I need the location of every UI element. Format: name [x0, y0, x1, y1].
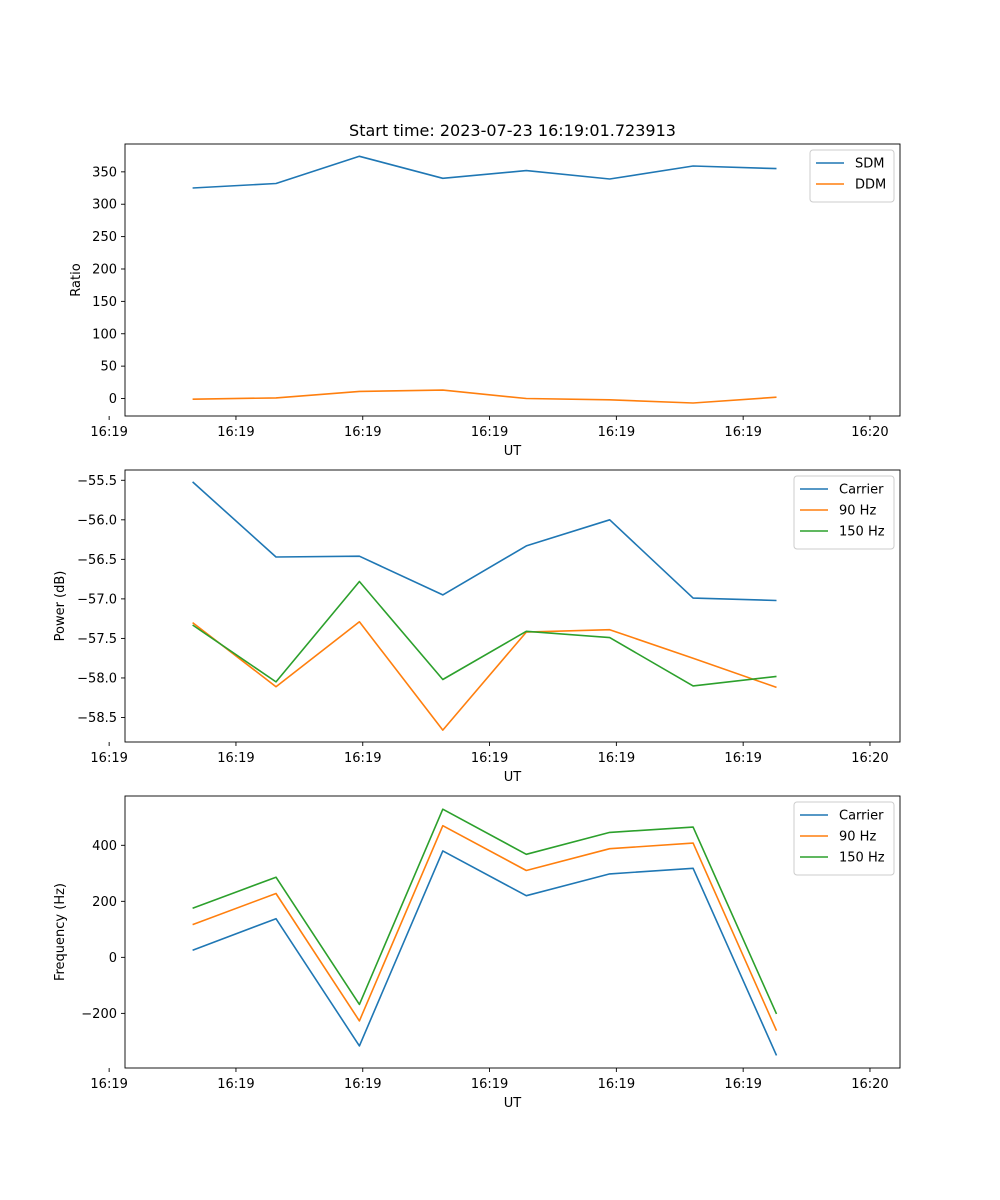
ratio-x-tick-label: 16:19 [90, 425, 127, 440]
power-y-axis-label: Power (dB) [53, 571, 68, 642]
ratio-series-ddm-line [192, 389, 777, 404]
panels: 16:19 16:19 16:19 16:19 16:19 16:19 16:20 0 50 10… [53, 143, 901, 1111]
frequency-legend-label: 150 Hz [839, 851, 885, 866]
frequency-x-tick-label: 16:19 [90, 1077, 127, 1092]
power-x-tick-label: 16:20 [851, 751, 888, 766]
frequency-series-150-hz-line [192, 808, 778, 1015]
ratio-x-tick-label: 16:19 [471, 425, 508, 440]
frequency-axes-frame [124, 795, 901, 1069]
ratio-legend-label: DDM [855, 178, 886, 193]
frequency-y-tick-label: 0 [109, 951, 117, 966]
frequency-legend: Carrier 90 Hz 150 Hz [793, 801, 895, 876]
ratio-axes-frame [124, 143, 901, 417]
power-x-tick-label: 16:19 [90, 751, 127, 766]
ratio-x-tick-label: 16:19 [724, 425, 761, 440]
frequency-y-tick-label: 200 [92, 895, 117, 910]
ratio-series-sdm-line [192, 155, 777, 189]
power-legend-label: Carrier [839, 483, 884, 498]
power-legend-label: 150 Hz [839, 525, 885, 540]
power-y-tick-label: −56.0 [77, 513, 117, 528]
ratio-legend-label: SDM [855, 157, 884, 172]
ratio-x-tick-label: 16:19 [598, 425, 635, 440]
ratio-x-tick-label: 16:20 [851, 425, 888, 440]
ratio-x-tick-label: 16:19 [217, 425, 254, 440]
ratio-legend: SDM DDM [809, 149, 895, 203]
power-axes-frame [124, 469, 901, 743]
ratio-y-tick-label: 50 [100, 360, 117, 375]
frequency-y-tick-label: 400 [92, 839, 117, 854]
ratio-y-tick-label: 150 [92, 295, 117, 310]
power-x-tick-label: 16:19 [217, 751, 254, 766]
frequency-series-carrier-line [192, 850, 778, 1056]
frequency-y-tick-label: −200 [81, 1007, 117, 1022]
ratio-y-axis-label: Ratio [69, 263, 84, 296]
ratio-y-tick-label: 350 [92, 165, 117, 180]
power-y-tick-label: −58.5 [77, 711, 117, 726]
ratio-panel: 16:19 16:19 16:19 16:19 16:19 16:19 16:20 0 50 10… [69, 143, 901, 459]
ratio-y-tick-label: 200 [92, 262, 117, 277]
power-y-tick-label: −58.0 [77, 671, 117, 686]
power-y-tick-label: −55.5 [77, 474, 117, 489]
power-legend: Carrier 90 Hz 150 Hz [793, 475, 895, 550]
power-panel: 16:19 16:19 16:19 16:19 16:19 16:19 16:20 −55.5… [53, 469, 901, 785]
ratio-x-axis-label: UT [504, 444, 522, 459]
power-x-axis-label: UT [504, 770, 522, 785]
frequency-legend-label: Carrier [839, 809, 884, 824]
frequency-panel: 16:19 16:19 16:19 16:19 16:19 16:19 16:20 −200 0… [53, 795, 901, 1111]
power-legend-label: 90 Hz [839, 504, 876, 519]
ratio-y-tick-label: 300 [92, 198, 117, 213]
ratio-y-tick-label: 100 [92, 327, 117, 342]
ratio-y-tick-label: 0 [109, 392, 117, 407]
frequency-y-axis-label: Frequency (Hz) [53, 883, 68, 981]
ratio-x-tick-label: 16:19 [344, 425, 381, 440]
power-y-tick-label: −56.5 [77, 553, 117, 568]
frequency-x-axis-label: UT [504, 1096, 522, 1111]
power-x-tick-label: 16:19 [344, 751, 381, 766]
frequency-legend-label: 90 Hz [839, 830, 876, 845]
frequency-x-tick-label: 16:19 [217, 1077, 254, 1092]
frequency-x-tick-label: 16:19 [344, 1077, 381, 1092]
power-x-tick-label: 16:19 [471, 751, 508, 766]
frequency-x-tick-label: 16:19 [598, 1077, 635, 1092]
power-y-tick-label: −57.5 [77, 632, 117, 647]
ratio-y-tick-label: 250 [92, 230, 117, 245]
power-x-tick-label: 16:19 [598, 751, 635, 766]
power-series-90-hz-line [192, 620, 777, 731]
chart-title: Start time: 2023-07-23 16:19:01.723913 [349, 121, 676, 140]
power-series-carrier-line [192, 481, 777, 602]
power-x-tick-label: 16:19 [724, 751, 761, 766]
power-y-tick-label: −57.0 [77, 592, 117, 607]
power-series-150-hz-line [192, 580, 777, 687]
frequency-series-90-hz-line [192, 824, 778, 1032]
frequency-x-tick-label: 16:20 [851, 1077, 888, 1092]
frequency-x-tick-label: 16:19 [471, 1077, 508, 1092]
frequency-x-tick-label: 16:19 [724, 1077, 761, 1092]
